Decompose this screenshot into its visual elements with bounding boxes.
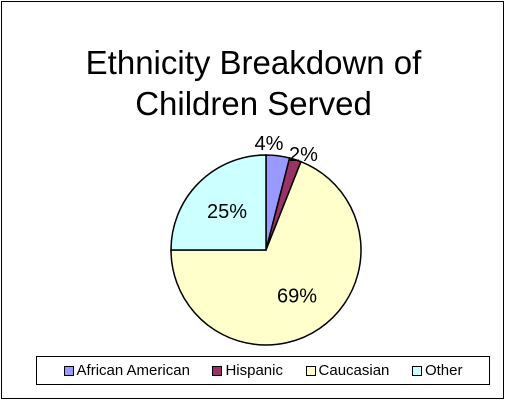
legend-item-other: Other: [411, 362, 463, 379]
legend-swatch-african-american: [63, 365, 74, 376]
legend-item-hispanic: Hispanic: [212, 362, 283, 379]
data-label-hispanic: 2%: [289, 144, 318, 166]
legend-item-caucasian: Caucasian: [305, 362, 390, 379]
legend-swatch-caucasian: [305, 365, 316, 376]
data-label-african-american: 4%: [255, 133, 284, 155]
legend-label-african-american: African American: [76, 362, 190, 379]
pie-slice-caucasian: [170, 160, 362, 346]
chart-title: Ethnicity Breakdown of Children Served: [0, 42, 507, 124]
pie-slice-other: [170, 154, 267, 251]
legend-swatch-hispanic: [212, 365, 223, 376]
legend-label-hispanic: Hispanic: [225, 362, 283, 379]
chart-title-line1: Ethnicity Breakdown of: [85, 44, 422, 81]
legend-label-caucasian: Caucasian: [318, 362, 390, 379]
legend-item-african-american: African American: [63, 362, 190, 379]
chart-title-line2: Children Served: [135, 85, 372, 122]
data-label-other: 25%: [207, 201, 247, 223]
data-label-caucasian: 69%: [277, 286, 317, 308]
legend: African American Hispanic Caucasian Othe…: [36, 356, 490, 385]
legend-swatch-other: [411, 365, 422, 376]
legend-label-other: Other: [424, 362, 463, 379]
